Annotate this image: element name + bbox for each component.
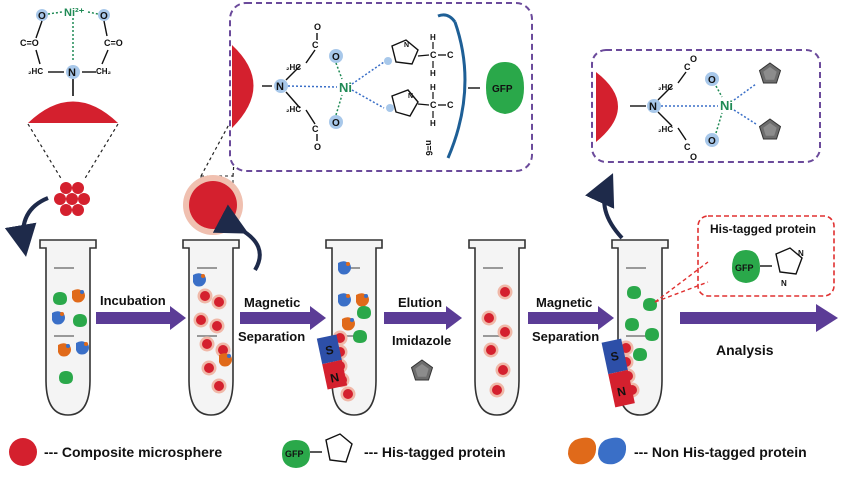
hydrogen-label: H	[430, 69, 436, 78]
imidazole-label: Imidazole	[392, 333, 451, 348]
elution-label: Elution	[398, 295, 442, 310]
magnetic-label-1: Magnetic	[244, 295, 300, 310]
chelate-detail-box	[229, 2, 533, 172]
ni-his-complex: N ₂HC ₂HC C C O O O O Ni N N C C C C H H…	[232, 13, 524, 159]
oxygen-label: O	[690, 152, 697, 162]
oxygen-label: O	[332, 52, 340, 63]
magnetic-label-2: Magnetic	[536, 295, 592, 310]
his-tagged-protein-icon: GFP N N	[732, 247, 804, 288]
magnetic-separation-arrow-1	[240, 306, 326, 330]
separation-label-1: Separation	[238, 329, 305, 344]
gfp-label: GFP	[492, 84, 513, 95]
oxygen-label: O	[314, 142, 321, 152]
incubation-arrow	[96, 306, 186, 330]
magnet-2: S N	[601, 338, 635, 408]
microsphere-cluster	[54, 182, 90, 216]
ni-imidazole-complex: N ₂HC ₂HC C C O O O O Ni	[596, 54, 781, 162]
his-tag-callout	[697, 215, 835, 297]
analysis-arrow	[680, 304, 838, 332]
methylene-label: ₂HC	[28, 67, 43, 76]
legend-non-his-label: --- Non His-tagged protein	[634, 444, 807, 460]
tube-4	[468, 239, 526, 416]
carbon-label: C	[684, 142, 691, 152]
n-equals-6-label: n=6	[424, 140, 434, 156]
nickel-label: Ni	[720, 98, 733, 113]
magnet-south-label: S	[324, 343, 335, 358]
tube-1	[39, 239, 97, 416]
nitrogen-label: N	[649, 101, 657, 113]
nitrogen-label: N	[276, 81, 284, 93]
ni-chelate-structure: Ni²⁺ O O C=O C=O ₂HC CH₂ N	[20, 7, 123, 96]
nitrogen-label: N	[798, 249, 804, 258]
tube-2	[182, 239, 240, 416]
magnet-south-label: S	[609, 349, 620, 364]
legend-his-label: --- His-tagged protein	[364, 444, 506, 460]
carbon-label: C	[430, 100, 437, 110]
magnet-north-label: N	[329, 370, 340, 385]
carbonyl-label: C=O	[20, 38, 39, 48]
hydrogen-label: H	[430, 119, 436, 128]
carbon-label: C	[447, 50, 454, 60]
methylene-label: ₂HC	[658, 125, 673, 134]
methylene-label: ₂HC	[658, 83, 673, 92]
oxygen-label: O	[332, 118, 340, 129]
magnet-1: S N	[316, 334, 348, 390]
oxygen-label: O	[708, 75, 716, 86]
legend: --- Composite microsphere GFP --- His-ta…	[9, 433, 807, 468]
carbon-label: C	[430, 50, 437, 60]
imidazole-icon	[411, 359, 433, 381]
zoom-arrow	[212, 204, 262, 272]
gfp-label: GFP	[285, 449, 304, 459]
oxygen-label: O	[708, 136, 716, 147]
hydrogen-label: H	[430, 83, 436, 92]
incubation-label: Incubation	[100, 293, 166, 308]
carbon-label: C	[447, 100, 454, 110]
legend-microsphere-swatch	[9, 438, 37, 466]
nitrogen-label: N	[68, 67, 76, 79]
methylene-label: ₂HC	[286, 105, 301, 114]
tube-3	[325, 239, 383, 416]
elution-arrow	[384, 306, 462, 330]
carbon-label: C	[312, 40, 319, 50]
analysis-label: Analysis	[716, 342, 774, 358]
callout-title: His-tagged protein	[710, 222, 816, 236]
carbon-label: C	[312, 124, 319, 134]
legend-his-swatch: GFP	[282, 433, 353, 468]
gfp-label: GFP	[735, 263, 754, 273]
magnetic-separation-arrow-2	[528, 306, 614, 330]
methylene-label: ₂HC	[286, 63, 301, 72]
oxygen-label: O	[100, 11, 108, 22]
legend-non-his-swatch	[568, 437, 627, 465]
methylene-label: CH₂	[96, 67, 112, 76]
magnet-north-label: N	[616, 384, 627, 399]
nitrogen-label: N	[408, 93, 413, 100]
polyhistidine-bracket	[446, 21, 467, 159]
oxygen-label: O	[690, 54, 697, 64]
legend-microsphere-label: --- Composite microsphere	[44, 444, 222, 460]
nitrogen-label: N	[404, 42, 409, 49]
nickel-label: Ni	[339, 80, 352, 95]
ni2-label: Ni²⁺	[64, 7, 85, 19]
add-arrow	[4, 196, 49, 257]
nitrogen-label: N	[781, 279, 787, 288]
release-arrow	[585, 173, 624, 240]
separation-label-2: Separation	[532, 329, 599, 344]
carbonyl-label: C=O	[104, 38, 123, 48]
microsphere-surface	[28, 101, 118, 123]
hydrogen-label: H	[430, 33, 436, 42]
oxygen-label: O	[38, 11, 46, 22]
oxygen-label: O	[314, 22, 321, 32]
carbon-label: C	[684, 62, 691, 72]
